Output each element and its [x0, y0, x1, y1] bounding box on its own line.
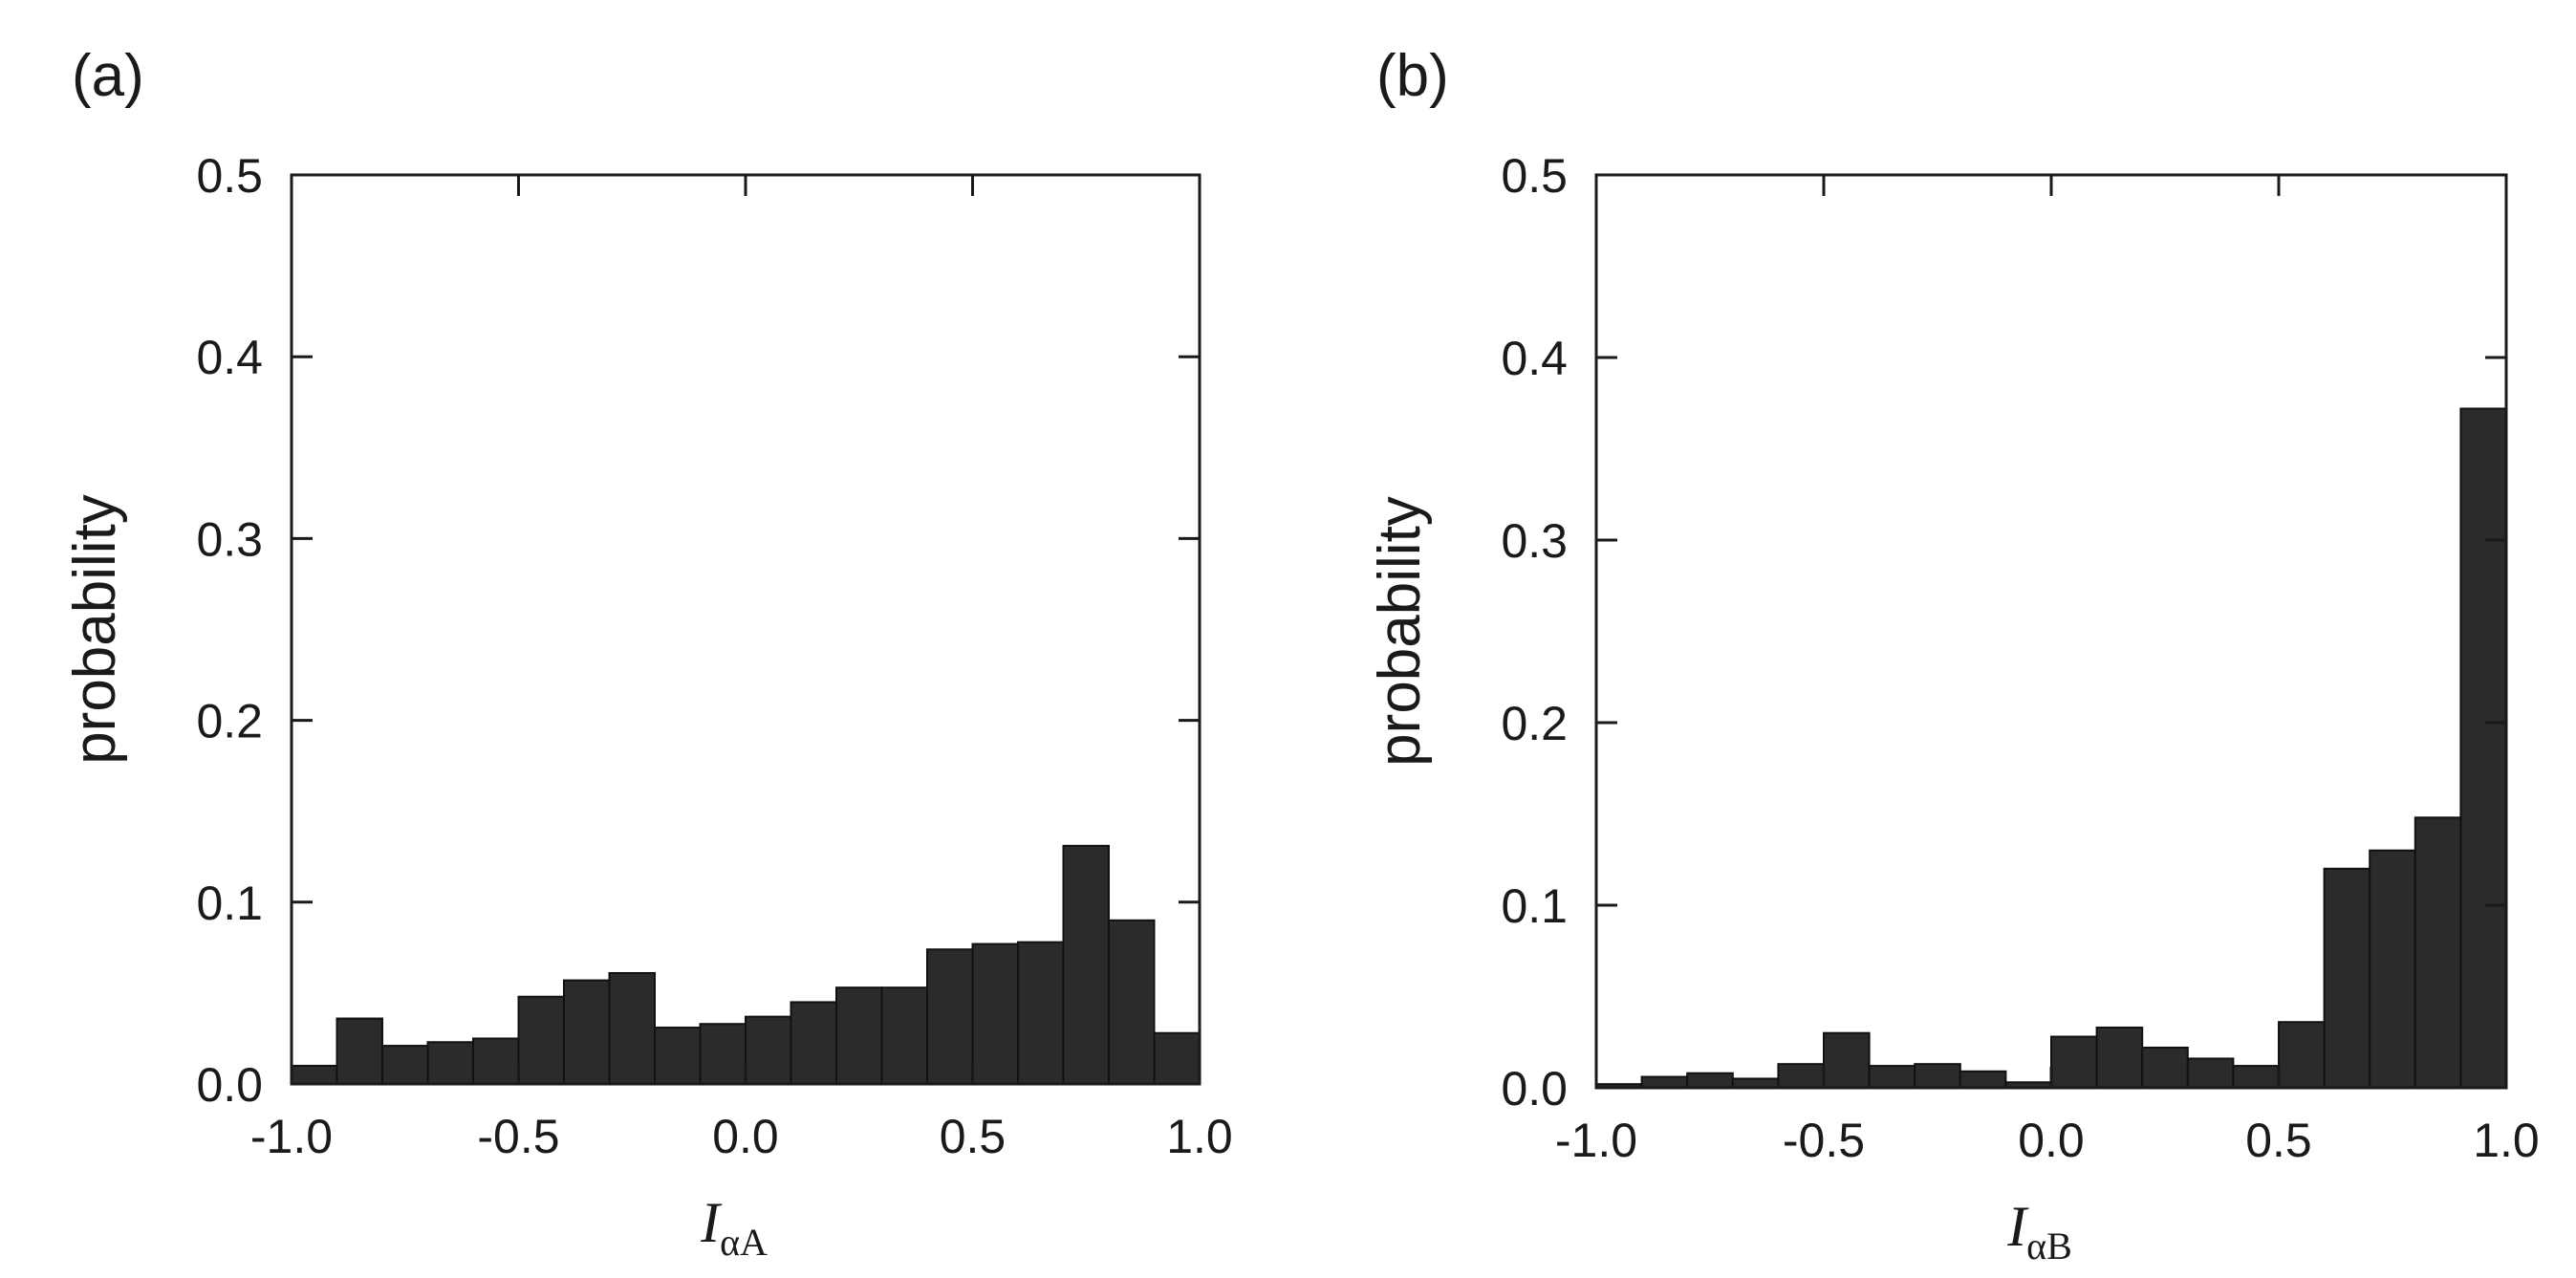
- histogram-bar: [1108, 919, 1156, 1085]
- x-tick-label: -0.5: [477, 1110, 559, 1163]
- histogram-bar: [971, 942, 1019, 1086]
- histogram-bar: [2459, 407, 2507, 1090]
- x-tick-label: -1.0: [1555, 1114, 1637, 1167]
- x-tick-label: 1.0: [1166, 1110, 1233, 1163]
- histogram-bar: [1062, 844, 1110, 1086]
- x-tick-label: 0.0: [712, 1110, 779, 1163]
- histogram-bar: [426, 1041, 474, 1086]
- histogram-bar: [699, 1023, 747, 1086]
- histogram-bar: [291, 1064, 338, 1085]
- histogram-bar: [2232, 1065, 2280, 1089]
- y-tick-label: 0.5: [1501, 149, 1568, 203]
- histogram-bar: [2186, 1057, 2235, 1089]
- y-tick-label: 0.2: [196, 695, 263, 748]
- y-axis-label: probability: [1367, 496, 1433, 767]
- x-axis-label-main: I: [2006, 1195, 2029, 1258]
- histogram-bar: [2414, 816, 2462, 1089]
- histogram-bar: [2141, 1046, 2189, 1089]
- x-axis-label: IαA: [700, 1191, 768, 1264]
- histogram-bar: [2278, 1021, 2326, 1089]
- histogram-bar: [2095, 1026, 2144, 1089]
- histogram-bar: [1868, 1065, 1916, 1089]
- histogram-bar: [608, 971, 656, 1086]
- x-axis-label-subscript: αA: [720, 1221, 768, 1264]
- y-tick-label: 0.3: [196, 512, 263, 566]
- histogram-bar: [1959, 1070, 2007, 1090]
- histogram-panel-a: -1.0 -0.5 0.0 0.5 1.0 0.0 0.1 0.2 0.3 0.4 0.5 (a) pr…: [62, 43, 1233, 1264]
- y-tick-label: 0.3: [1501, 514, 1568, 568]
- histogram-bar: [835, 986, 883, 1085]
- histogram-bar: [2050, 1035, 2098, 1090]
- histogram-bar: [790, 1001, 837, 1086]
- histogram-bar: [880, 986, 928, 1085]
- histogram-bar: [472, 1037, 520, 1085]
- y-axis-label: probability: [62, 494, 128, 765]
- histogram-bar: [1640, 1075, 1689, 1090]
- x-tick-label: -0.5: [1783, 1114, 1865, 1167]
- x-axis-label-subscript: αB: [2026, 1224, 2072, 1267]
- histogram-bar: [654, 1027, 702, 1085]
- x-axis-label: IαB: [2006, 1195, 2072, 1267]
- histogram-panel-b: -1.0 -0.5 0.0 0.5 1.0 0.0 0.1 0.2 0.3 0.4 0.5 (b) pr…: [1367, 43, 2540, 1267]
- histogram-bar: [1017, 941, 1065, 1085]
- y-tick-label: 0.4: [1501, 332, 1568, 385]
- histogram-bar: [1686, 1072, 1734, 1089]
- y-tick-label: 0.0: [196, 1058, 263, 1112]
- histogram-bar: [745, 1015, 792, 1085]
- y-tick-label: 0.1: [196, 877, 263, 930]
- y-tick-label: 0.2: [1501, 697, 1568, 750]
- y-tick-label: 0.4: [196, 331, 263, 384]
- x-tick-label: 0.5: [2245, 1114, 2312, 1167]
- x-tick-label: 1.0: [2473, 1114, 2540, 1167]
- histogram-bar: [1914, 1063, 1961, 1090]
- histogram-bar: [336, 1017, 383, 1085]
- y-tick-label: 0.0: [1501, 1062, 1568, 1116]
- histogram-bar: [1777, 1063, 1826, 1090]
- histogram-bar: [517, 995, 565, 1085]
- x-tick-label: 0.0: [2018, 1114, 2085, 1167]
- histogram-bar: [926, 948, 974, 1086]
- y-tick-label: 0.5: [196, 149, 263, 203]
- y-tick-label: 0.1: [1501, 879, 1568, 933]
- histogram-bar: [381, 1045, 429, 1085]
- x-tick-label: 0.5: [940, 1110, 1007, 1163]
- histogram-bar: [2323, 867, 2371, 1089]
- x-axis-label-main: I: [700, 1191, 723, 1254]
- histogram-bar: [1153, 1031, 1201, 1086]
- histogram-bar: [2369, 849, 2416, 1090]
- x-tick-label: -1.0: [250, 1110, 333, 1163]
- histogram-bar: [1823, 1031, 1871, 1089]
- panel-label: (a): [72, 43, 144, 109]
- panel-label: (b): [1376, 43, 1449, 109]
- histogram-bar: [563, 979, 611, 1086]
